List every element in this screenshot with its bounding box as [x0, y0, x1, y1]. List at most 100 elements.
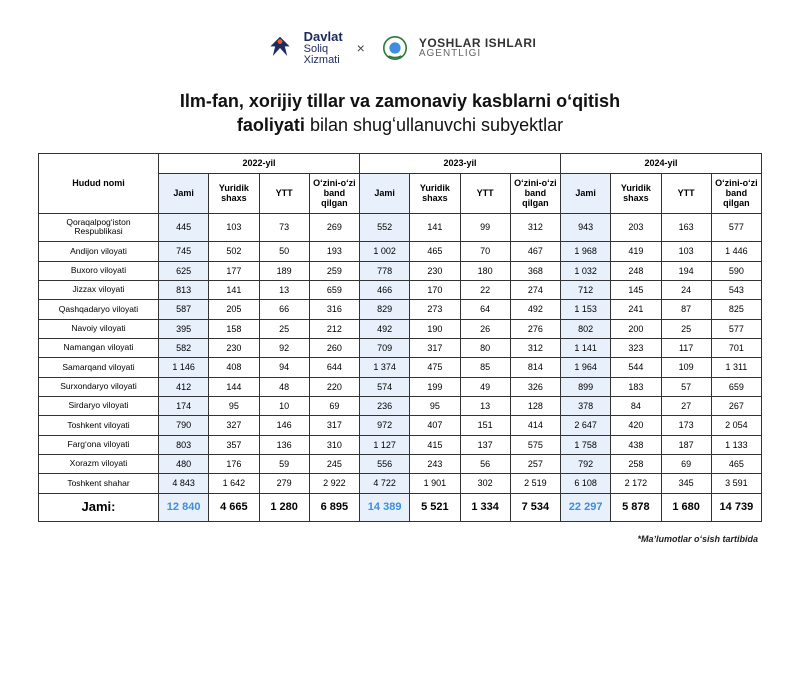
sub-ytt: YTT — [661, 173, 711, 213]
row-region-name: Buxoro viloyati — [39, 261, 159, 280]
cell: 144 — [209, 377, 259, 396]
cell: 230 — [209, 338, 259, 357]
cell: 543 — [711, 280, 761, 299]
cell: 972 — [360, 416, 410, 435]
row-region-name: Jizzax viloyati — [39, 280, 159, 299]
total-cell: 12 840 — [159, 493, 209, 521]
cell: 745 — [159, 242, 209, 261]
cell: 92 — [259, 338, 309, 357]
cell: 792 — [561, 455, 611, 474]
row-region-name: Xorazm viloyati — [39, 455, 159, 474]
cell: 13 — [259, 280, 309, 299]
cell: 302 — [460, 474, 510, 493]
row-region-name: Qashqadaryo viloyati — [39, 300, 159, 319]
cell: 577 — [711, 319, 761, 338]
cell: 230 — [410, 261, 460, 280]
cell: 2 054 — [711, 416, 761, 435]
cell: 6 108 — [561, 474, 611, 493]
cell: 236 — [360, 396, 410, 415]
row-region-name: Qoraqalpogʻiston Respublikasi — [39, 213, 159, 242]
cell: 659 — [711, 377, 761, 396]
cell: 163 — [661, 213, 711, 242]
cell: 279 — [259, 474, 309, 493]
cell: 69 — [309, 396, 359, 415]
cell: 59 — [259, 455, 309, 474]
cell: 778 — [360, 261, 410, 280]
cell: 269 — [309, 213, 359, 242]
cell: 467 — [510, 242, 560, 261]
cell: 326 — [510, 377, 560, 396]
cell: 712 — [561, 280, 611, 299]
cell: 136 — [259, 435, 309, 454]
logo-left-line1: Davlat — [304, 30, 343, 44]
cell: 158 — [209, 319, 259, 338]
sub-ozini: Oʻzini-oʻzi band qilgan — [711, 173, 761, 213]
page-title: Ilm-fan, xorijiy tillar va zamonaviy kas… — [0, 85, 800, 144]
table-row: Sirdaryo viloyati17495106923695131283788… — [39, 396, 762, 415]
title-bold1: Ilm-fan, xorijiy tillar va zamonaviy kas… — [180, 91, 620, 111]
cell: 312 — [510, 213, 560, 242]
cell: 170 — [410, 280, 460, 299]
cell: 1 141 — [561, 338, 611, 357]
row-region-name: Namangan viloyati — [39, 338, 159, 357]
total-cell: 7 534 — [510, 493, 560, 521]
table-row: Surxondaryo viloyati41214448220574199493… — [39, 377, 762, 396]
header: Davlat Soliq Xizmati × YOSHLAR ISHLARI A… — [0, 0, 800, 85]
cell: 99 — [460, 213, 510, 242]
cell: 24 — [661, 280, 711, 299]
sub-yuridik: Yuridik shaxs — [410, 173, 460, 213]
cell: 701 — [711, 338, 761, 357]
cell: 574 — [360, 377, 410, 396]
cell: 273 — [410, 300, 460, 319]
footnote: *Maʼlumotlar oʻsish tartibida — [0, 528, 800, 544]
cell: 145 — [611, 280, 661, 299]
cell: 1 032 — [561, 261, 611, 280]
cell: 69 — [661, 455, 711, 474]
cell: 407 — [410, 416, 460, 435]
cell: 1 153 — [561, 300, 611, 319]
cell: 180 — [460, 261, 510, 280]
cell: 415 — [410, 435, 460, 454]
table-row: Fargʻona viloyati8033571363101 127415137… — [39, 435, 762, 454]
table-row: Qoraqalpogʻiston Respublikasi44510373269… — [39, 213, 762, 242]
cell: 438 — [611, 435, 661, 454]
cell: 66 — [259, 300, 309, 319]
cell: 137 — [460, 435, 510, 454]
cell: 1 642 — [209, 474, 259, 493]
total-cell: 5 878 — [611, 493, 661, 521]
cell: 4 722 — [360, 474, 410, 493]
title-light: bilan shugʻullanuvchi subyektlar — [305, 115, 563, 135]
cell: 25 — [661, 319, 711, 338]
row-region-name: Samarqand viloyati — [39, 358, 159, 377]
cell: 1 901 — [410, 474, 460, 493]
cell: 1 964 — [561, 358, 611, 377]
sub-ozini: Oʻzini-oʻzi band qilgan — [510, 173, 560, 213]
cell: 1 146 — [159, 358, 209, 377]
cell: 48 — [259, 377, 309, 396]
cell: 1 758 — [561, 435, 611, 454]
cell: 103 — [209, 213, 259, 242]
cell: 2 922 — [309, 474, 359, 493]
cell: 70 — [460, 242, 510, 261]
total-cell: 4 665 — [209, 493, 259, 521]
row-region-name: Toshkent viloyati — [39, 416, 159, 435]
cell: 193 — [309, 242, 359, 261]
logo-right-line2: AGENTLIGI — [419, 49, 537, 60]
table-row: Andijon viloyati745502501931 00246570467… — [39, 242, 762, 261]
cell: 49 — [460, 377, 510, 396]
table-body: Qoraqalpogʻiston Respublikasi44510373269… — [39, 213, 762, 521]
row-region-name: Navoiy viloyati — [39, 319, 159, 338]
cell: 173 — [661, 416, 711, 435]
cell: 625 — [159, 261, 209, 280]
cell: 408 — [209, 358, 259, 377]
cell: 50 — [259, 242, 309, 261]
cell: 1 127 — [360, 435, 410, 454]
header-year-2023: 2023-yil — [360, 154, 561, 173]
cell: 205 — [209, 300, 259, 319]
cell: 1 002 — [360, 242, 410, 261]
cell: 327 — [209, 416, 259, 435]
cell: 274 — [510, 280, 560, 299]
cell: 575 — [510, 435, 560, 454]
cell: 95 — [209, 396, 259, 415]
logo-right: YOSHLAR ISHLARI AGENTLIGI — [379, 32, 537, 64]
